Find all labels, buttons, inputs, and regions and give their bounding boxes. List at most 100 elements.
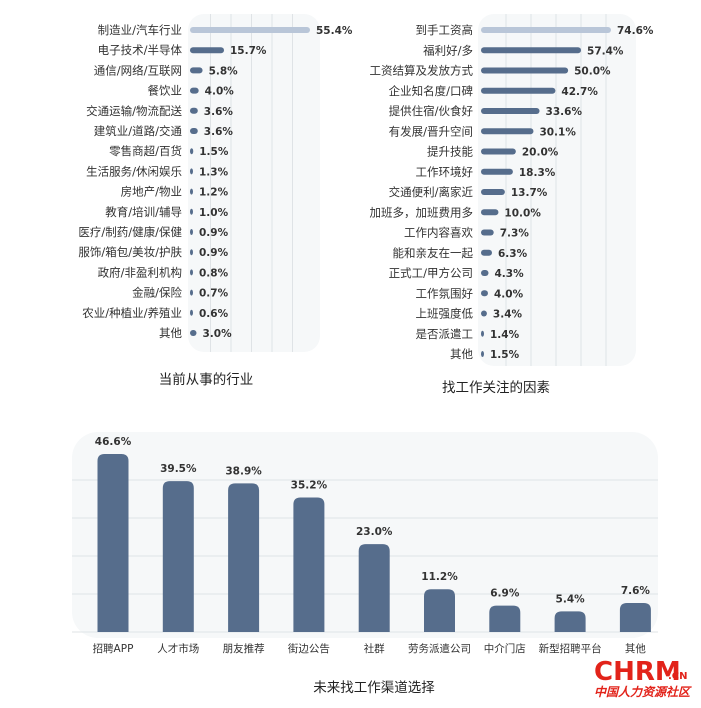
industry-category-label: 其他 (159, 326, 182, 340)
factors-bar (481, 310, 487, 317)
industry-value-label: 55.4% (316, 25, 353, 37)
factors-category-label: 提升技能 (427, 145, 473, 159)
industry-bar (190, 168, 193, 175)
factors-value-label: 20.0% (522, 147, 559, 159)
factors-chart-title: 找工作关注的因素 (442, 380, 550, 396)
industry-category-label: 政府/非盈利机构 (98, 265, 182, 279)
factors-bar (481, 67, 569, 74)
industry-bar (190, 330, 197, 336)
svg-text:中国人力资源社区: 中国人力资源社区 (594, 685, 692, 699)
svg-text:.CN: .CN (668, 671, 688, 682)
industry-bar (190, 309, 193, 316)
channels-panel (72, 432, 658, 638)
industry-category-label: 房地产/物业 (121, 185, 182, 199)
channels-value-label: 39.5% (160, 463, 197, 475)
channels-category-label: 社群 (364, 642, 385, 655)
industry-bar (190, 128, 198, 134)
industry-bar (190, 249, 193, 256)
factors-value-label: 10.0% (504, 207, 541, 219)
channels-bar (489, 605, 521, 632)
channels-category-label: 劳务派遣公司 (408, 642, 471, 655)
factors-value-label: 4.0% (494, 288, 524, 300)
channels-value-label: 11.2% (421, 571, 458, 583)
industry-value-label: 1.5% (199, 146, 229, 158)
industry-bar (190, 27, 310, 33)
industry-bar (190, 87, 199, 94)
industry-category-label: 生活服务/休闲娱乐 (86, 164, 182, 178)
factors-bar (481, 168, 513, 175)
factors-category-label: 加班多，加班费用多 (370, 205, 474, 219)
industry-bar (190, 188, 193, 195)
factors-value-label: 6.3% (498, 248, 528, 260)
channels-category-label: 街边公告 (288, 642, 330, 655)
factors-chart: 到手工资高 74.6% 福利好/多 57.4% 工资结算及发放方式 50.0% 企业知名度/… (370, 14, 654, 366)
industry-category-label: 医疗/制药/健康/保健 (78, 225, 182, 239)
factors-bar (481, 330, 484, 337)
industry-bar (190, 107, 198, 114)
factors-value-label: 30.1% (539, 126, 576, 138)
factors-bar (481, 148, 516, 155)
industry-category-label: 通信/网络/互联网 (94, 63, 182, 77)
channels-value-label: 5.4% (556, 593, 586, 605)
channels-value-label: 35.2% (291, 480, 328, 492)
factors-bar (481, 27, 611, 33)
channels-value-label: 23.0% (356, 526, 393, 538)
factors-value-label: 3.4% (493, 309, 523, 321)
factors-category-label: 工作环境好 (416, 165, 474, 179)
factors-category-label: 企业知名度/口碑 (389, 84, 474, 98)
factors-category-label: 工作内容喜欢 (404, 226, 473, 240)
industry-bar (190, 148, 194, 155)
industry-value-label: 3.0% (202, 328, 232, 340)
channels-category-label: 其他 (625, 642, 646, 655)
factors-value-label: 18.3% (519, 167, 556, 179)
industry-value-label: 3.6% (204, 126, 234, 138)
industry-category-label: 农业/种植业/养殖业 (82, 306, 182, 320)
factors-bar (481, 351, 484, 357)
channels-bar (293, 497, 325, 632)
factors-category-label: 工作氛围好 (416, 286, 474, 300)
industry-chart-title: 当前从事的行业 (159, 371, 254, 388)
channels-bar (162, 481, 194, 632)
industry-category-label: 电子技术/半导体 (98, 43, 183, 57)
industry-category-label: 餐饮业 (148, 84, 183, 98)
factors-category-label: 有发展/晋升空间 (389, 124, 473, 138)
factors-value-label: 33.6% (546, 106, 583, 118)
factors-bar (481, 128, 534, 135)
industry-value-label: 0.6% (199, 308, 229, 320)
factors-category-label: 能和亲友在一起 (393, 246, 474, 260)
channels-category-label: 招聘APP (93, 642, 134, 655)
channels-bar (424, 589, 455, 632)
factors-value-label: 13.7% (511, 187, 548, 199)
factors-category-label: 上班强度低 (416, 307, 474, 321)
channels-chart-title: 未来找工作渠道选择 (313, 680, 435, 696)
industry-value-label: 0.9% (199, 247, 229, 259)
channels-category-label: 朋友推荐 (223, 642, 265, 655)
factors-category-label: 交通便利/离家近 (389, 185, 474, 199)
industry-category-label: 教育/培训/辅导 (105, 205, 182, 219)
factors-category-label: 到手工资高 (416, 23, 474, 37)
factors-value-label: 1.5% (490, 349, 520, 361)
industry-value-label: 1.3% (199, 166, 229, 178)
factors-bar (481, 209, 499, 216)
industry-value-label: 0.8% (199, 267, 229, 279)
industry-chart: 制造业/汽车行业 55.4% 电子技术/半导体 15.7% 通信/网络/互联网 5.8% 餐… (78, 14, 353, 352)
industry-value-label: 5.8% (209, 65, 239, 77)
factors-bar (481, 87, 556, 94)
chrm-logo: CHRM .CN 中国人力资源社区 (594, 657, 692, 699)
industry-value-label: 0.7% (199, 288, 229, 300)
factors-value-label: 74.6% (617, 25, 654, 37)
channels-bar (97, 454, 129, 632)
industry-value-label: 3.6% (204, 106, 234, 118)
channels-value-label: 7.6% (621, 585, 651, 597)
factors-bar (481, 249, 492, 256)
industry-category-label: 金融/保险 (132, 286, 182, 300)
channels-category-label: 中介门店 (484, 642, 526, 655)
channels-bar (619, 602, 651, 632)
factors-category-label: 工资结算及发放方式 (370, 64, 474, 78)
industry-panel (188, 14, 320, 352)
channels-category-label: 人才市场 (157, 642, 199, 655)
industry-category-label: 制造业/汽车行业 (98, 23, 182, 37)
factors-bar (481, 108, 540, 114)
industry-value-label: 0.9% (199, 227, 229, 239)
channels-value-label: 6.9% (490, 588, 520, 600)
